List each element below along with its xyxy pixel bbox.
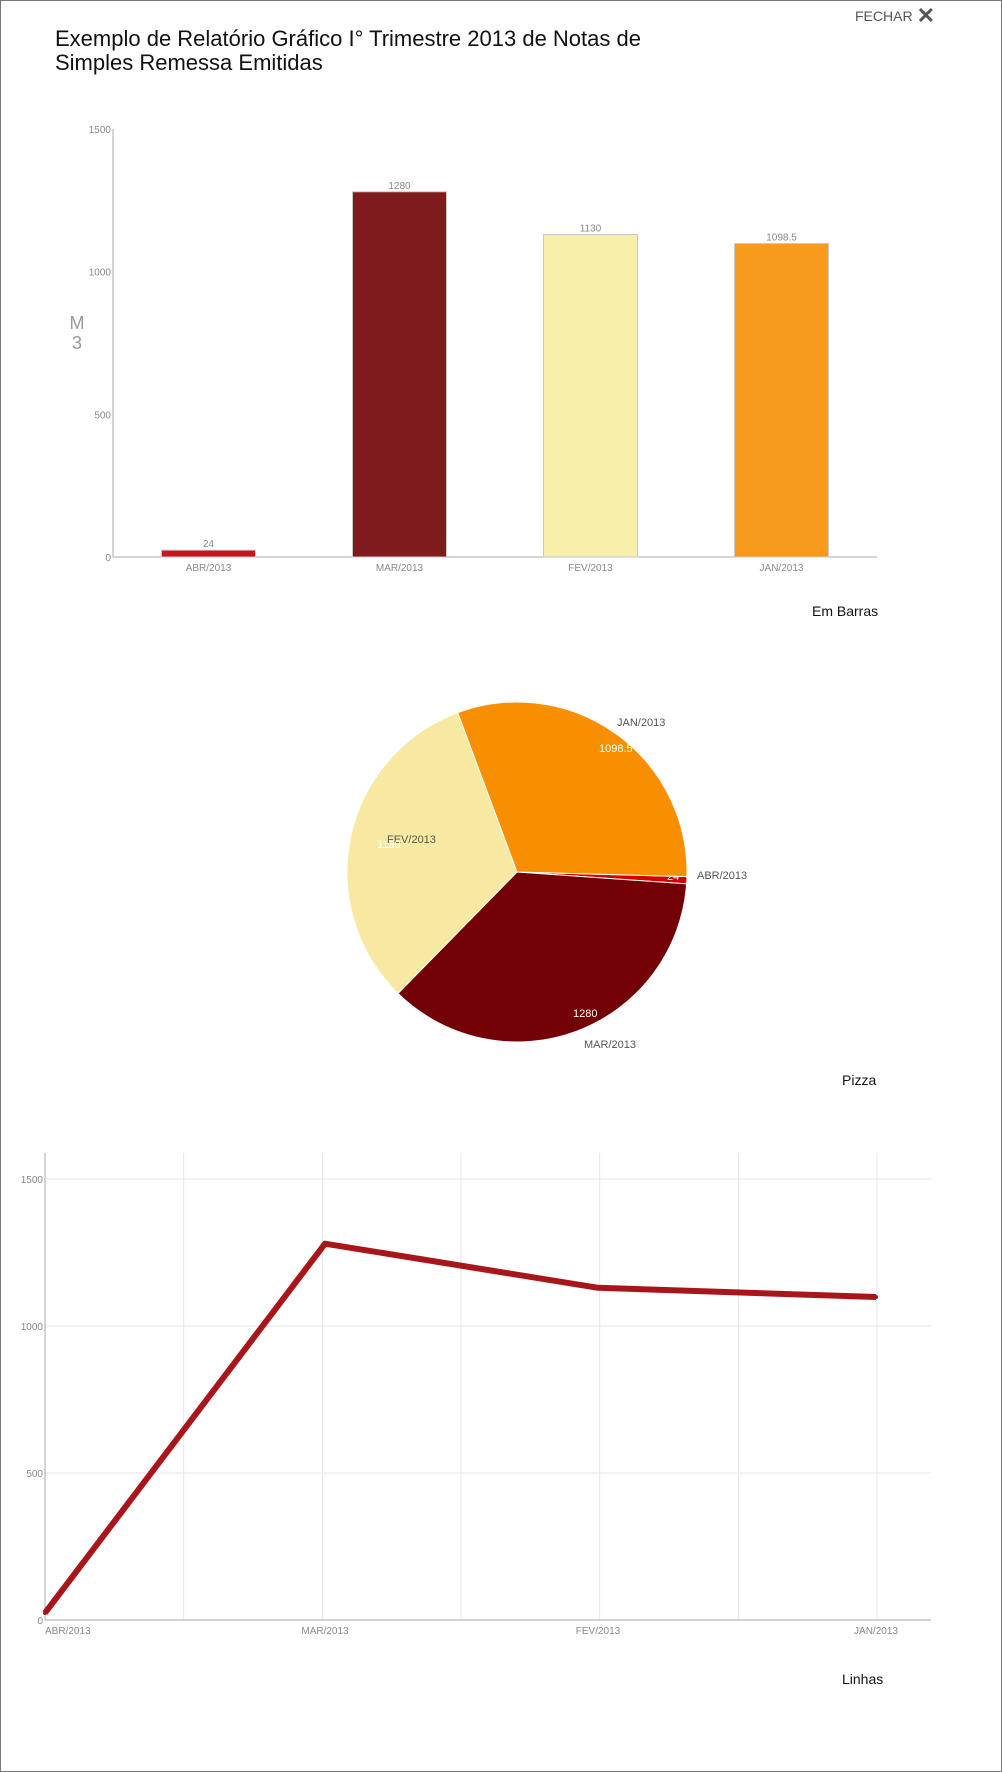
bar-x-tick-label: FEV/2013 [568,563,613,574]
bar-y-tick-label: 1000 [89,268,112,279]
pie-slice [346,712,518,995]
bar-y-tick-label: 500 [94,410,111,421]
line-y-tick-label: 1500 [21,1175,44,1186]
line-point [43,1610,47,1615]
bar-value-label: 1280 [388,181,411,192]
bar-value-label: 1130 [580,224,602,235]
pie-value-label: 1098.5 [599,743,633,755]
bar [352,191,447,558]
bar-y-axis-label: M [70,313,85,333]
pie-value-label: 1280 [573,1008,597,1020]
pie-slice [457,701,688,878]
line-point [323,1241,327,1246]
line-chart: 0 500 1000 1500 ABR/2013 MAR/2013 FEV/2013 JAN/… [21,1153,931,1637]
bar-chart-caption: Em Barras [812,603,879,619]
bar-x-tick-label: ABR/2013 [186,563,232,574]
bar [161,549,256,558]
line-series [42,1240,877,1615]
line-x-tick-label: ABR/2013 [45,1626,91,1637]
bar-chart: 0 500 1000 1500 M3 24 ABR/2013 1280 MAR/2013 1130… [70,125,877,574]
line-point [596,1285,600,1290]
line-y-tick-label: 1000 [21,1322,44,1333]
bar-x-tick-label: MAR/2013 [376,563,424,574]
line-chart-caption: Linhas [842,1671,884,1687]
line-x-tick-label: JAN/2013 [854,1626,898,1637]
line-point [874,1295,878,1300]
pie-category-label: JAN/2013 [617,717,665,729]
bar-value-label: 24 [203,539,215,550]
pie-value-label: 1130 [377,839,401,851]
pie-category-label: FEV/2013 [387,834,436,846]
line-y-tick-label: 0 [37,1616,43,1627]
line-y-tick-label: 500 [26,1469,43,1480]
pie-category-label: ABR/2013 [697,870,747,882]
bar-y-tick-label: 1500 [89,125,112,136]
close-label: FECHAR [855,8,913,24]
page-title: Exemplo de Relatório Gráfico I° Trimestr… [55,26,641,75]
pie-chart-caption: Pizza [842,1072,877,1088]
bar-value-label: 1098.5 [766,233,797,244]
pie-category-label: MAR/2013 [584,1039,636,1051]
close-icon: ✕ [916,3,935,28]
line-x-tick-label: MAR/2013 [301,1626,349,1637]
bar [543,234,638,558]
bar-y-tick-label: 0 [105,553,111,564]
bar [734,243,829,558]
pie-chart: ABR/201324MAR/20131280FEV/20131130JAN/20… [346,701,747,1051]
pie-slice [397,871,688,1043]
bar-x-tick-label: JAN/2013 [760,563,804,574]
line-x-tick-label: FEV/2013 [576,1626,621,1637]
bar-y-axis-label-sub: 3 [72,333,82,353]
close-button[interactable]: FECHAR ✕ [855,3,935,28]
